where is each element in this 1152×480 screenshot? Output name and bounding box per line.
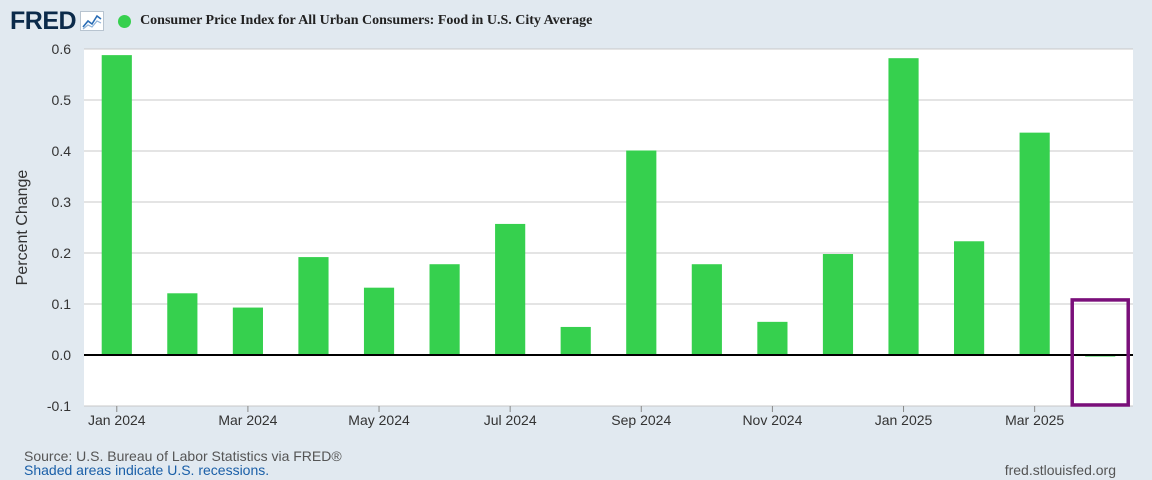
bar [954, 241, 985, 355]
y-axis-label: Percent Change [14, 170, 31, 286]
bar [1019, 132, 1050, 355]
highlight-box [1070, 298, 1130, 407]
bar-chart: 0.6 0.5 0.4 0.3 0.2 0.1 0.0 -0.1 Jan 2024 Mar 202… [14, 41, 1133, 428]
x-tick-label: Jan 2024 [88, 412, 146, 428]
y-tick-label: 0.6 [52, 41, 72, 57]
x-tick-label: Jul 2024 [484, 412, 537, 428]
recession-note: Shaded areas indicate U.S. recessions. [24, 462, 270, 478]
bar [429, 264, 460, 355]
y-tick-label: 0.0 [52, 347, 72, 363]
bar [363, 287, 395, 355]
bar [101, 55, 132, 356]
source-note: Source: U.S. Bureau of Labor Statistics … [24, 448, 342, 464]
legend-dot [118, 14, 132, 28]
bar [495, 223, 526, 355]
bar [626, 150, 657, 355]
bar [232, 307, 263, 355]
x-tick-label: May 2024 [348, 412, 410, 428]
bar [560, 326, 591, 355]
x-tick-label: Mar 2024 [218, 412, 277, 428]
bar [888, 58, 919, 356]
bar [298, 257, 329, 355]
y-tick-label: 0.2 [52, 245, 72, 261]
x-tick-label: Mar 2025 [1005, 412, 1064, 428]
bar [822, 254, 854, 355]
bar [691, 264, 722, 355]
y-tick-label: -0.1 [47, 398, 71, 414]
y-tick-label: 0.1 [52, 296, 72, 312]
y-tick-label: 0.4 [52, 143, 72, 159]
bar [757, 321, 788, 355]
fred-logo[interactable]: FRED [10, 6, 77, 35]
line-chart-icon [80, 11, 105, 31]
fred-url[interactable]: fred.stlouisfed.org [1004, 462, 1116, 478]
bar [167, 293, 198, 355]
x-tick-label: Jan 2025 [875, 412, 933, 428]
x-tick-label: Nov 2024 [742, 412, 802, 428]
x-tick-label: Sep 2024 [611, 412, 671, 428]
legend-series-label: Consumer Price Index for All Urban Consu… [140, 13, 593, 28]
y-tick-label: 0.5 [52, 92, 72, 108]
chart-header: FRED Consumer Price Index for All Urban … [10, 6, 592, 36]
y-tick-label: 0.3 [52, 194, 72, 210]
